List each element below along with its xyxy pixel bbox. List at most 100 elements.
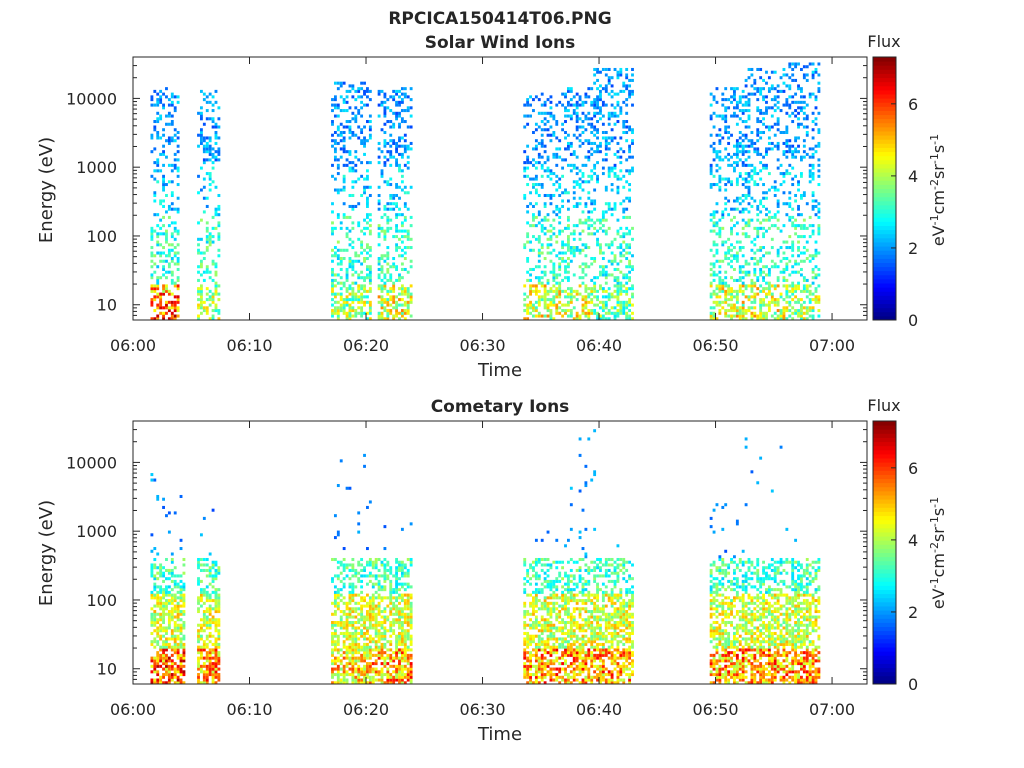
spectrogram-cell bbox=[197, 596, 200, 600]
spectrogram-cell bbox=[348, 166, 352, 170]
spectrogram-cell bbox=[537, 152, 541, 156]
spectrogram-cell bbox=[750, 295, 754, 299]
spectrogram-cell bbox=[724, 183, 728, 187]
spectrogram-cell bbox=[566, 295, 570, 299]
spectrogram-cell bbox=[336, 604, 340, 608]
spectrogram-cell bbox=[179, 612, 183, 616]
spectrogram-cell bbox=[351, 180, 355, 184]
spectrogram-cell bbox=[357, 109, 361, 113]
spectrogram-cell bbox=[788, 106, 792, 110]
spectrogram-cell bbox=[569, 163, 573, 167]
spectrogram-cell bbox=[709, 172, 713, 176]
spectrogram-cell bbox=[584, 95, 588, 99]
spectrogram-cell bbox=[199, 557, 203, 562]
spectrogram-cell bbox=[205, 204, 209, 208]
spectrogram-cell bbox=[351, 568, 355, 572]
spectrogram-cell bbox=[400, 303, 404, 307]
spectrogram-cell bbox=[532, 109, 535, 113]
spectrogram-cell bbox=[360, 596, 364, 600]
spectrogram-cell bbox=[363, 596, 366, 600]
spectrogram-cell bbox=[733, 215, 736, 219]
spectrogram-cell bbox=[336, 593, 340, 597]
spectrogram-cell bbox=[150, 670, 154, 674]
spectrogram-cell bbox=[561, 122, 565, 126]
spectrogram-cell bbox=[756, 207, 760, 211]
spectrogram-cell bbox=[601, 67, 605, 71]
spectrogram-cell bbox=[383, 254, 387, 258]
spectrogram-cell bbox=[584, 100, 588, 104]
spectrogram-cell bbox=[208, 117, 212, 121]
spectrogram-cell bbox=[794, 287, 798, 291]
spectrogram-cell bbox=[386, 648, 390, 652]
spectrogram-cell bbox=[354, 585, 358, 589]
spectrogram-cell bbox=[351, 582, 355, 586]
spectrogram-cell bbox=[199, 623, 203, 627]
spectrogram-cell bbox=[791, 284, 795, 288]
spectrogram-cell bbox=[211, 292, 215, 296]
spectrogram-cell bbox=[333, 246, 337, 250]
spectrogram-cell bbox=[811, 281, 815, 285]
spectrogram-cell bbox=[616, 150, 620, 154]
spectrogram-cell bbox=[333, 590, 337, 594]
spectrogram-cell bbox=[162, 588, 165, 592]
spectrogram-cell bbox=[604, 84, 608, 88]
spectrogram-cell bbox=[205, 675, 209, 679]
colorbar-segment bbox=[873, 102, 896, 107]
spectrogram-cell bbox=[599, 246, 602, 250]
spectrogram-cell bbox=[199, 593, 203, 597]
spectrogram-cell bbox=[718, 128, 722, 132]
spectrogram-cell bbox=[156, 653, 160, 657]
spectrogram-cell bbox=[339, 292, 343, 296]
spectrogram-cell bbox=[153, 656, 157, 660]
spectrogram-cell bbox=[575, 289, 579, 293]
spectrogram-cell bbox=[153, 229, 157, 233]
spectrogram-cell bbox=[383, 180, 387, 184]
spectrogram-cell bbox=[564, 109, 567, 113]
spectrogram-cell bbox=[333, 95, 337, 99]
spectrogram-cell bbox=[351, 193, 355, 198]
spectrogram-cell bbox=[601, 158, 605, 162]
spectrogram-cell bbox=[199, 139, 203, 143]
spectrogram-cell bbox=[380, 662, 384, 666]
spectrogram-cell bbox=[593, 166, 597, 170]
spectrogram-cell bbox=[625, 243, 629, 247]
spectrogram-cell bbox=[555, 120, 559, 124]
spectrogram-cell bbox=[540, 163, 544, 167]
spectrogram-cell bbox=[744, 232, 748, 236]
spectrogram-cell bbox=[549, 289, 553, 293]
spectrogram-cell bbox=[400, 100, 404, 104]
spectrogram-cell bbox=[587, 309, 591, 313]
spectrogram-cell bbox=[165, 604, 168, 608]
spectrogram-cell bbox=[368, 607, 372, 611]
spectrogram-cell bbox=[208, 174, 212, 178]
spectrogram-cell bbox=[765, 166, 768, 170]
spectrogram-cell bbox=[360, 670, 364, 674]
spectrogram-cell bbox=[599, 150, 602, 154]
spectrogram-cell bbox=[165, 577, 168, 581]
spectrogram-cell bbox=[345, 673, 349, 677]
spectrogram-cell bbox=[342, 98, 346, 102]
spectrogram-cell bbox=[776, 300, 780, 304]
spectrogram-cell bbox=[371, 574, 375, 578]
spectrogram-cell bbox=[616, 174, 620, 178]
spectrogram-cell bbox=[578, 265, 582, 269]
spectrogram-cell bbox=[357, 637, 361, 641]
spectrogram-cell bbox=[616, 298, 620, 302]
spectrogram-cell bbox=[383, 232, 387, 236]
spectrogram-cell bbox=[712, 125, 716, 129]
spectrogram-cell bbox=[165, 648, 168, 652]
spectrogram-cell bbox=[788, 289, 792, 293]
spectrogram-cell bbox=[800, 172, 803, 176]
spectrogram-cell bbox=[167, 615, 171, 619]
spectrogram-cell bbox=[392, 620, 396, 625]
spectrogram-cell bbox=[342, 281, 346, 285]
spectrogram-cell bbox=[217, 292, 221, 296]
spectrogram-cell bbox=[753, 262, 757, 266]
spectrogram-cell bbox=[543, 273, 547, 277]
spectrogram-cell bbox=[543, 289, 547, 293]
spectrogram-cell bbox=[566, 287, 570, 291]
spectrogram-cell bbox=[377, 224, 381, 228]
spectrogram-cell bbox=[616, 232, 620, 236]
spectrogram-cell bbox=[217, 618, 221, 622]
spectrogram-cell bbox=[532, 98, 535, 102]
